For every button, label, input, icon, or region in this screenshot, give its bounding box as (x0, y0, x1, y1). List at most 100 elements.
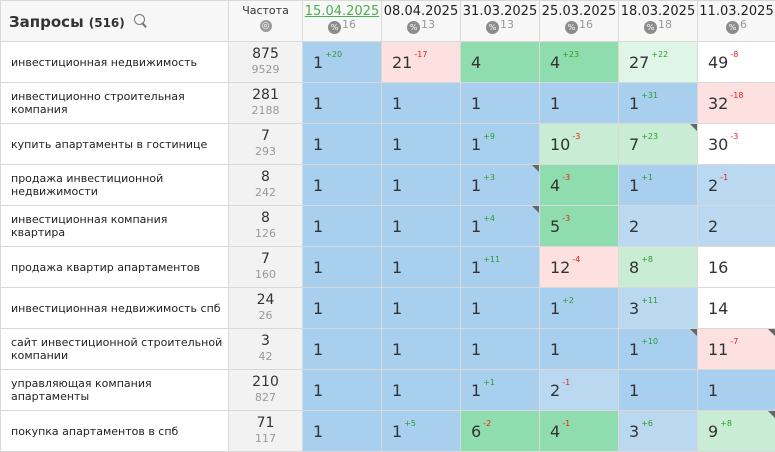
date-column-header[interactable]: 31.03.2025%13 (461, 1, 540, 42)
position-cell[interactable]: 1 (303, 370, 382, 411)
position-value: 1 (471, 135, 481, 154)
position-delta: -4 (572, 255, 580, 264)
date-column-header[interactable]: 18.03.2025%18 (619, 1, 698, 42)
position-cell[interactable]: 2-1 (540, 370, 619, 411)
position-cell[interactable]: 3+6 (619, 411, 698, 452)
query-cell[interactable]: инвестиционная недвижимость (1, 42, 229, 83)
position-value: 1 (708, 381, 718, 400)
position-cell[interactable]: 6-2 (461, 411, 540, 452)
position-cell[interactable]: 1+9 (461, 124, 540, 165)
position-cell[interactable]: 1 (382, 165, 461, 206)
date-label[interactable]: 15.04.2025 (303, 4, 381, 19)
date-column-header[interactable]: 25.03.2025%16 (540, 1, 619, 42)
position-cell[interactable]: 1 (382, 288, 461, 329)
position-cell[interactable]: 10-3 (540, 124, 619, 165)
position-cell[interactable]: 1 (698, 370, 775, 411)
query-cell[interactable]: инвестиционная компания квартира (1, 206, 229, 247)
position-cell[interactable]: 11-7 (698, 329, 775, 370)
query-cell[interactable]: управляющая компания апартаменты (1, 370, 229, 411)
position-cell[interactable]: 1+31 (619, 83, 698, 124)
query-cell[interactable]: купить апартаменты в гостинице (1, 124, 229, 165)
query-cell[interactable]: продажа инвестиционной недвижимости (1, 165, 229, 206)
position-cell[interactable]: 1 (303, 288, 382, 329)
date-label[interactable]: 25.03.2025 (540, 4, 618, 19)
date-column-header[interactable]: 15.04.2025%16 (303, 1, 382, 42)
position-delta: +10 (641, 337, 658, 346)
position-cell[interactable]: 1+5 (382, 411, 461, 452)
position-cell[interactable]: 5-3 (540, 206, 619, 247)
position-cell[interactable]: 1 (303, 206, 382, 247)
query-cell[interactable]: инвестиционно строительная компания (1, 83, 229, 124)
position-cell[interactable]: 1 (540, 329, 619, 370)
query-cell[interactable]: продажа квартир апартаментов (1, 247, 229, 288)
position-cell[interactable]: 1+11 (461, 247, 540, 288)
position-value: 8 (629, 258, 639, 277)
position-cell[interactable]: 2-1 (698, 165, 775, 206)
position-cell[interactable]: 21-17 (382, 42, 461, 83)
position-cell[interactable]: 1+1 (619, 165, 698, 206)
position-cell[interactable]: 1 (382, 206, 461, 247)
date-column-header[interactable]: 11.03.2025%6 (698, 1, 775, 42)
position-cell[interactable]: 1+20 (303, 42, 382, 83)
position-cell[interactable]: 3+11 (619, 288, 698, 329)
position-cell[interactable]: 4 (461, 42, 540, 83)
date-label[interactable]: 18.03.2025 (619, 4, 697, 19)
percent-icon[interactable]: % (407, 21, 420, 34)
position-cell[interactable]: 9+8 (698, 411, 775, 452)
percent-icon[interactable]: % (486, 21, 499, 34)
percent-icon[interactable]: % (726, 21, 739, 34)
position-cell[interactable]: 1 (461, 83, 540, 124)
position-cell[interactable]: 1+2 (540, 288, 619, 329)
position-cell[interactable]: 1 (303, 411, 382, 452)
position-cell[interactable]: 1 (303, 124, 382, 165)
position-cell[interactable]: 16 (698, 247, 775, 288)
queries-header[interactable]: Запросы (516) (1, 1, 229, 42)
position-cell[interactable]: 1 (619, 370, 698, 411)
position-cell[interactable]: 8+8 (619, 247, 698, 288)
position-cell[interactable]: 1+3 (461, 165, 540, 206)
position-cell[interactable]: 12-4 (540, 247, 619, 288)
globe-icon[interactable]: ◎ (260, 20, 272, 32)
position-cell[interactable]: 7+23 (619, 124, 698, 165)
position-cell[interactable]: 1+10 (619, 329, 698, 370)
frequency-exact: 9529 (229, 62, 302, 77)
position-cell[interactable]: 30-3 (698, 124, 775, 165)
position-cell[interactable]: 4-1 (540, 411, 619, 452)
query-cell[interactable]: инвестиционная недвижимость спб (1, 288, 229, 329)
position-cell[interactable]: 1 (382, 370, 461, 411)
position-cell[interactable]: 1 (461, 288, 540, 329)
date-label[interactable]: 11.03.2025 (698, 4, 775, 19)
position-cell[interactable]: 2 (619, 206, 698, 247)
position-cell[interactable]: 1 (382, 329, 461, 370)
frequency-exact: 827 (229, 390, 302, 405)
position-cell[interactable]: 27+22 (619, 42, 698, 83)
percent-icon[interactable]: % (644, 21, 657, 34)
position-cell[interactable]: 14 (698, 288, 775, 329)
date-label[interactable]: 08.04.2025 (382, 4, 460, 19)
position-cell[interactable]: 32-18 (698, 83, 775, 124)
position-cell[interactable]: 2 (698, 206, 775, 247)
position-cell[interactable]: 1 (382, 83, 461, 124)
position-cell[interactable]: 1 (461, 329, 540, 370)
position-cell[interactable]: 1 (303, 247, 382, 288)
search-icon[interactable] (134, 14, 145, 25)
percent-icon[interactable]: % (328, 21, 341, 34)
position-cell[interactable]: 1 (303, 165, 382, 206)
position-cell[interactable]: 1 (540, 83, 619, 124)
query-cell[interactable]: сайт инвестиционной строительной компани… (1, 329, 229, 370)
position-cell[interactable]: 1+1 (461, 370, 540, 411)
position-cell[interactable]: 1 (382, 247, 461, 288)
position-cell[interactable]: 1 (303, 83, 382, 124)
position-cell[interactable]: 4+23 (540, 42, 619, 83)
query-text: сайт инвестиционной строительной компани… (11, 336, 222, 362)
date-column-header[interactable]: 08.04.2025%13 (382, 1, 461, 42)
position-cell[interactable]: 49-8 (698, 42, 775, 83)
query-cell[interactable]: покупка апартаментов в спб (1, 411, 229, 452)
position-cell[interactable]: 1+4 (461, 206, 540, 247)
date-label[interactable]: 31.03.2025 (461, 4, 539, 19)
percent-icon[interactable]: % (565, 21, 578, 34)
frequency-header[interactable]: Частота ◎ (229, 1, 303, 42)
position-cell[interactable]: 1 (303, 329, 382, 370)
position-cell[interactable]: 4-3 (540, 165, 619, 206)
position-cell[interactable]: 1 (382, 124, 461, 165)
